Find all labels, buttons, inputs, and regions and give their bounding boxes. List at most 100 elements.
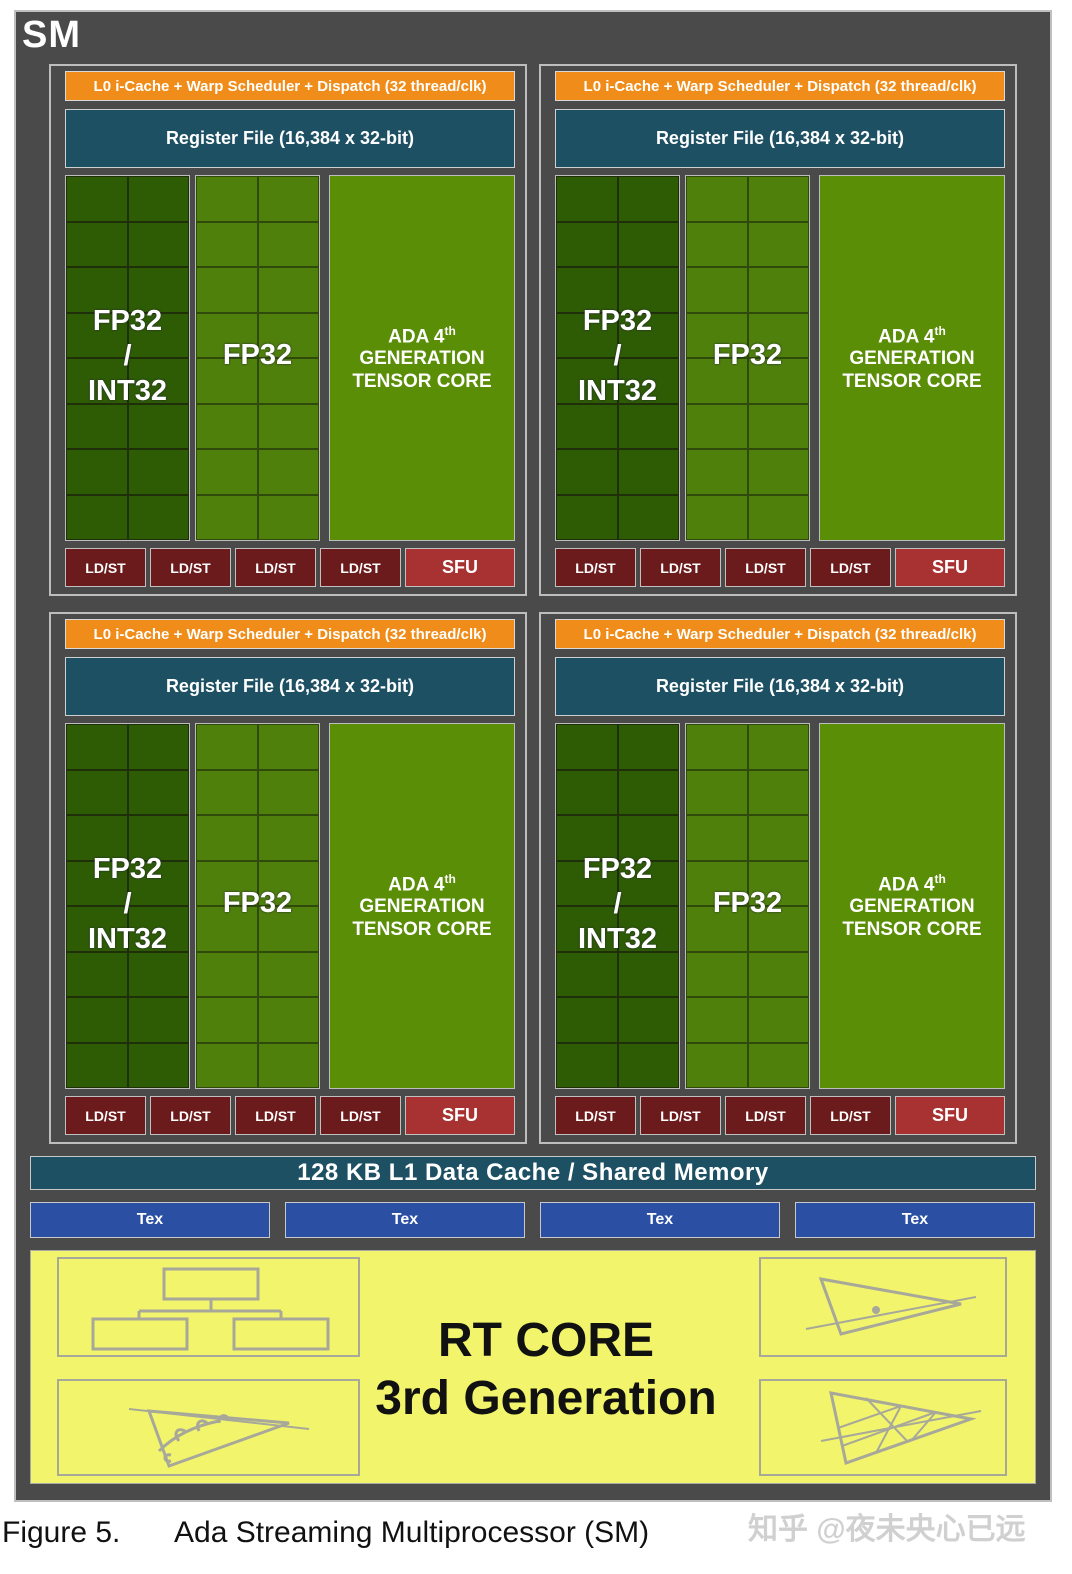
core-cell — [556, 494, 618, 540]
core-cell — [127, 221, 189, 267]
core-cell — [257, 267, 319, 313]
core-cell — [66, 449, 128, 495]
core-cell — [66, 815, 128, 861]
tensor-label-line3: TENSOR CORE — [842, 371, 982, 392]
fp32-int32-cores: FP32/INT32 — [555, 723, 680, 1089]
tensor-label-sup: th — [934, 324, 946, 338]
core-cell — [257, 176, 319, 222]
tensor-label-line2: GENERATION — [359, 348, 485, 369]
fp32-int32-label-line3: INT32 — [88, 375, 167, 407]
core-cell — [196, 221, 258, 267]
fp32-int32-cores: FP32/INT32 — [65, 723, 190, 1089]
core-cell — [686, 358, 748, 404]
sm-partition-1: L0 i-Cache + Warp Scheduler + Dispatch (… — [49, 64, 527, 596]
sfu-unit: SFU — [405, 548, 515, 587]
core-cell — [556, 815, 618, 861]
core-cell — [66, 860, 128, 906]
core-cell — [686, 860, 748, 906]
fp32-int32-label-line1: FP32 — [92, 853, 163, 885]
fp32-int32-label-line2: / — [613, 888, 622, 920]
core-cell — [556, 449, 618, 495]
fp32-int32-label-line2: / — [613, 340, 622, 372]
core-cell — [686, 906, 748, 952]
core-cell — [556, 769, 618, 815]
core-cell — [196, 951, 258, 997]
core-cell — [196, 176, 258, 222]
core-cell — [257, 221, 319, 267]
core-cell — [196, 997, 258, 1043]
sm-partition-3: L0 i-Cache + Warp Scheduler + Dispatch (… — [49, 612, 527, 1144]
fp32-int32-label-line2: / — [123, 888, 132, 920]
rt-core: RT CORE 3rd Generation — [30, 1250, 1036, 1484]
core-cell — [127, 860, 189, 906]
ldst-unit: LD/ST — [65, 1096, 146, 1135]
core-cell — [747, 769, 809, 815]
register-file: Register File (16,384 x 32-bit) — [555, 657, 1005, 716]
tensor-label-line2: GENERATION — [849, 348, 975, 369]
core-cell — [686, 221, 748, 267]
tensor-label-line1: ADA 4th — [820, 872, 1004, 896]
core-cell — [747, 494, 809, 540]
core-cell — [196, 724, 258, 770]
core-cell — [127, 267, 189, 313]
core-cell — [556, 906, 618, 952]
core-cell — [66, 997, 128, 1043]
core-cell — [257, 906, 319, 952]
tensor-label-line3: TENSOR CORE — [352, 371, 492, 392]
caption-text: Ada Streaming Multiprocessor (SM) — [174, 1516, 650, 1549]
ray-triangle-icon — [805, 1277, 977, 1336]
caption-figure-number: Figure 5. — [2, 1516, 121, 1549]
ldst-unit: LD/ST — [640, 1096, 721, 1135]
core-cell — [127, 176, 189, 222]
fp32-int32-label: FP32/INT32 — [556, 304, 679, 409]
core-cell — [196, 769, 258, 815]
core-cell — [66, 267, 128, 313]
core-cell — [556, 951, 618, 997]
core-cell — [556, 267, 618, 313]
ldst-unit: LD/ST — [235, 1096, 316, 1135]
core-cell — [556, 724, 618, 770]
core-cell — [617, 312, 679, 358]
core-cell — [127, 312, 189, 358]
core-cell — [747, 1042, 809, 1088]
ldst-unit: LD/ST — [640, 548, 721, 587]
core-cell — [747, 358, 809, 404]
micromesh-triangle-icon — [820, 1391, 982, 1465]
core-cell — [257, 449, 319, 495]
tensor-label-ada: ADA 4 — [878, 326, 935, 348]
ldst-unit: LD/ST — [555, 548, 636, 587]
fp32-cores: FP32 — [195, 175, 320, 541]
ldst-unit: LD/ST — [320, 548, 401, 587]
core-cell — [257, 403, 319, 449]
ray-triangle-icon-box — [759, 1257, 1007, 1357]
tensor-label-line3: TENSOR CORE — [352, 919, 492, 940]
ldst-unit: LD/ST — [810, 548, 891, 587]
core-cell — [257, 951, 319, 997]
bvh-tree-icon — [91, 1267, 330, 1351]
core-cell — [66, 769, 128, 815]
tensor-label-line3: TENSOR CORE — [842, 919, 982, 940]
core-cell — [196, 815, 258, 861]
core-cell — [127, 403, 189, 449]
core-cell — [556, 176, 618, 222]
core-cell — [127, 769, 189, 815]
tex-unit-3: Tex — [540, 1202, 780, 1238]
core-cell — [257, 724, 319, 770]
core-cell — [747, 221, 809, 267]
ldst-unit: LD/ST — [150, 1096, 231, 1135]
core-cell — [747, 815, 809, 861]
core-cell — [66, 403, 128, 449]
core-cell — [617, 221, 679, 267]
tensor-label-ada: ADA 4 — [878, 874, 935, 896]
core-cell — [686, 267, 748, 313]
core-cell — [556, 358, 618, 404]
ldst-unit: LD/ST — [235, 548, 316, 587]
core-cell — [66, 494, 128, 540]
fp32-int32-label-line3: INT32 — [578, 923, 657, 955]
fp32-int32-label: FP32/INT32 — [66, 852, 189, 957]
core-cell — [127, 724, 189, 770]
register-file: Register File (16,384 x 32-bit) — [65, 657, 515, 716]
core-cell — [617, 951, 679, 997]
ldst-unit: LD/ST — [65, 548, 146, 587]
fp32-int32-label-line3: INT32 — [578, 375, 657, 407]
